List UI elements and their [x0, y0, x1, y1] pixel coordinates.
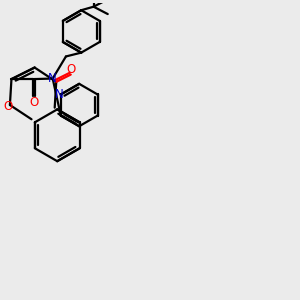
Text: N: N — [55, 88, 64, 101]
Text: N: N — [48, 72, 57, 85]
Text: O: O — [29, 96, 38, 109]
Text: O: O — [66, 63, 75, 76]
Text: O: O — [4, 100, 13, 113]
